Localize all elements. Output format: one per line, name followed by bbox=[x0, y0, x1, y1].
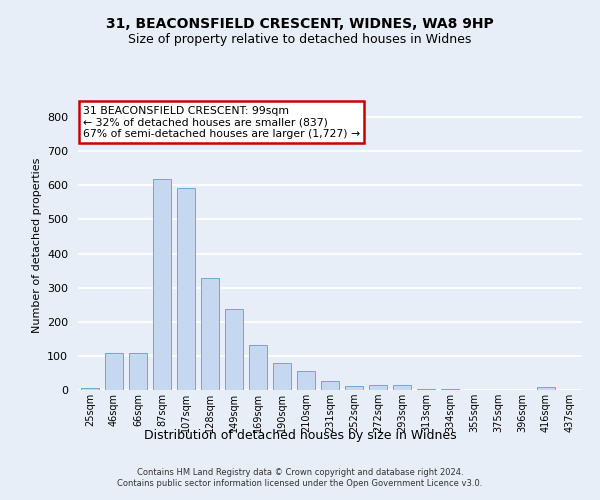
Bar bbox=[321, 382, 339, 390]
Bar bbox=[129, 353, 147, 390]
Bar bbox=[177, 188, 195, 390]
Text: Contains HM Land Registry data © Crown copyright and database right 2024.
Contai: Contains HM Land Registry data © Crown c… bbox=[118, 468, 482, 487]
Bar bbox=[345, 386, 363, 390]
Bar bbox=[249, 344, 267, 390]
Bar bbox=[537, 388, 555, 390]
Text: 31, BEACONSFIELD CRESCENT, WIDNES, WA8 9HP: 31, BEACONSFIELD CRESCENT, WIDNES, WA8 9… bbox=[106, 18, 494, 32]
Text: Size of property relative to detached houses in Widnes: Size of property relative to detached ho… bbox=[128, 32, 472, 46]
Y-axis label: Number of detached properties: Number of detached properties bbox=[32, 158, 41, 332]
Bar bbox=[297, 371, 315, 390]
Bar bbox=[225, 310, 243, 390]
Bar bbox=[369, 385, 387, 390]
Bar bbox=[105, 353, 123, 390]
Bar bbox=[273, 364, 291, 390]
Text: 31 BEACONSFIELD CRESCENT: 99sqm
← 32% of detached houses are smaller (837)
67% o: 31 BEACONSFIELD CRESCENT: 99sqm ← 32% of… bbox=[83, 106, 360, 139]
Bar bbox=[393, 385, 411, 390]
Bar bbox=[153, 179, 171, 390]
Text: Distribution of detached houses by size in Widnes: Distribution of detached houses by size … bbox=[143, 428, 457, 442]
Bar bbox=[201, 278, 219, 390]
Bar bbox=[417, 388, 435, 390]
Bar bbox=[81, 388, 99, 390]
